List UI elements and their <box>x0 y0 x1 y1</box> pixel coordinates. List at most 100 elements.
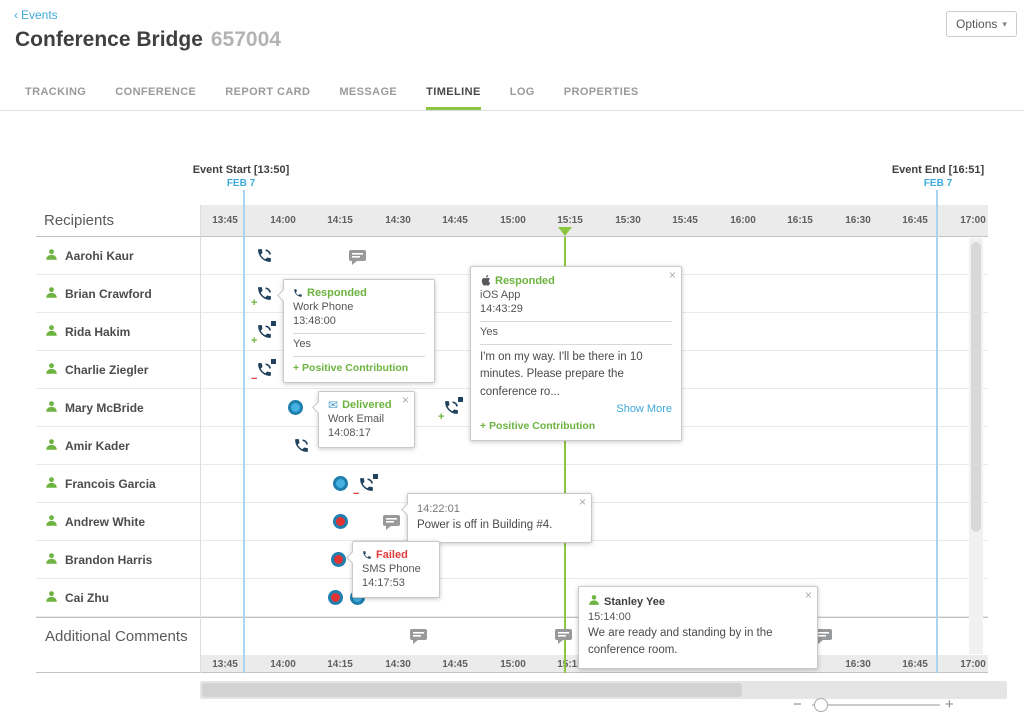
vertical-scrollbar[interactable] <box>969 238 983 654</box>
popup-status: Responded <box>307 287 367 299</box>
close-icon[interactable]: × <box>401 393 409 407</box>
zoom-slider-track[interactable] <box>812 704 940 706</box>
comment-event-icon[interactable] <box>409 628 428 644</box>
person-icon <box>588 594 600 609</box>
person-icon <box>45 286 58 302</box>
time-tick: 14:30 <box>385 659 411 670</box>
sms-failed-event-icon[interactable] <box>331 552 346 567</box>
call-event-icon[interactable]: + <box>251 285 273 309</box>
recipient-name[interactable]: Rida Hakim <box>36 313 200 350</box>
column-divider <box>200 205 201 673</box>
time-tick: 16:45 <box>902 659 928 670</box>
time-tick: 16:30 <box>845 659 871 670</box>
call-event-icon[interactable]: − <box>353 474 378 500</box>
call-event-icon[interactable]: − <box>251 359 276 385</box>
recipient-name[interactable]: Andrew White <box>36 503 200 540</box>
comment-event-icon[interactable] <box>554 628 573 644</box>
popup-status: Failed <box>376 549 408 561</box>
current-time-line <box>564 237 566 673</box>
tab-tracking[interactable]: TRACKING <box>25 86 87 98</box>
tab-log[interactable]: LOG <box>509 86 535 98</box>
call-event-icon[interactable] <box>293 437 310 454</box>
person-icon <box>45 552 58 568</box>
time-tick: 16:45 <box>902 215 928 226</box>
recipient-name-label: Aarohi Kaur <box>65 248 134 263</box>
tab-message[interactable]: MESSAGE <box>339 86 398 98</box>
time-tick: 16:00 <box>730 215 756 226</box>
popup-channel: Work Phone <box>293 301 354 313</box>
comment-event-icon[interactable] <box>814 628 833 644</box>
comment-popup-andrew: × 14:22:01 Power is off in Building #4. <box>401 493 592 544</box>
positive-badge: + <box>251 297 258 309</box>
popup-channel: Work Email <box>328 413 385 425</box>
zoom-in-button[interactable]: + <box>945 696 954 713</box>
voicemail-badge <box>373 474 378 479</box>
recipient-name[interactable]: Francois Garcia <box>36 465 200 502</box>
close-icon[interactable]: × <box>804 588 812 602</box>
close-icon[interactable]: × <box>578 495 586 509</box>
options-button[interactable]: Options ▾ <box>946 11 1017 37</box>
recipient-name[interactable]: Cai Zhu <box>36 579 200 616</box>
popup-time: 13:48:00 <box>293 315 425 334</box>
recipient-name[interactable]: Mary McBride <box>36 389 200 426</box>
tab-report-card[interactable]: REPORT CARD <box>225 86 311 98</box>
recipient-name[interactable]: Brandon Harris <box>36 541 200 578</box>
popup-time: 15:14:00 <box>588 611 631 623</box>
horizontal-scrollbar[interactable] <box>200 681 1007 699</box>
recipient-row: Cai Zhu <box>36 579 988 617</box>
popup-message: We are ready and standing by in the conf… <box>588 627 773 657</box>
time-tick: 14:00 <box>270 215 296 226</box>
recipient-name-label: Cai Zhu <box>65 590 109 605</box>
tab-bar: TRACKING CONFERENCE REPORT CARD MESSAGE … <box>0 83 1024 111</box>
tab-timeline[interactable]: TIMELINE <box>426 86 481 110</box>
close-icon[interactable]: × <box>668 268 676 282</box>
popup-contribution: + Positive Contribution <box>293 362 409 374</box>
voicemail-badge <box>458 397 463 402</box>
comment-event-icon[interactable] <box>348 249 367 265</box>
zoom-out-button[interactable]: − <box>793 696 802 713</box>
sms-failed-event-icon[interactable] <box>328 590 343 605</box>
show-more-link[interactable]: Show More <box>616 402 672 415</box>
time-tick: 14:45 <box>442 215 468 226</box>
breadcrumb[interactable]: ‹ Events <box>14 8 58 22</box>
additional-comments-row: Additional Comments <box>36 617 988 655</box>
tab-properties[interactable]: PROPERTIES <box>563 86 639 98</box>
tab-conference[interactable]: CONFERENCE <box>115 86 197 98</box>
response-popup-ios-app: × Responded iOS App 14:43:29 Yes I'm on … <box>470 266 682 441</box>
event-end-line <box>936 190 938 673</box>
vertical-scrollbar-thumb[interactable] <box>971 242 981 532</box>
popup-commenter-name: Stanley Yee <box>604 595 665 608</box>
event-title: Conference Bridge <box>15 28 203 51</box>
recipient-name-label: Amir Kader <box>65 438 130 453</box>
popup-time: 14:17:53 <box>362 577 405 589</box>
call-event-icon[interactable] <box>256 247 273 264</box>
comment-event-icon[interactable] <box>382 514 401 530</box>
recipient-name[interactable]: Brian Crawford <box>36 275 200 312</box>
call-event-icon[interactable]: + <box>438 397 463 423</box>
current-time-marker[interactable] <box>558 227 572 236</box>
zoom-slider-thumb[interactable] <box>814 698 828 712</box>
horizontal-scrollbar-thumb[interactable] <box>202 683 742 697</box>
popup-answer: Yes <box>293 338 425 357</box>
popup-channel: iOS App <box>480 289 521 301</box>
recipient-name-label: Andrew White <box>65 514 145 529</box>
time-tick: 14:00 <box>270 659 296 670</box>
sms-event-icon[interactable] <box>333 476 348 491</box>
event-end-date: FEB 7 <box>923 178 953 189</box>
apple-icon <box>480 274 491 287</box>
voicemail-badge <box>271 359 276 364</box>
recipient-name[interactable]: Aarohi Kaur <box>36 237 200 274</box>
recipient-name[interactable]: Amir Kader <box>36 427 200 464</box>
person-icon <box>45 248 58 264</box>
time-tick: 15:15 <box>557 215 583 226</box>
call-event-icon[interactable]: + <box>251 321 276 347</box>
popup-channel: SMS Phone <box>362 563 421 575</box>
breadcrumb-label: Events <box>21 8 58 22</box>
sms-failed-event-icon[interactable] <box>333 514 348 529</box>
recipient-name[interactable]: Charlie Ziegler <box>36 351 200 388</box>
email-event-icon[interactable] <box>288 400 303 415</box>
time-tick: 13:45 <box>212 659 238 670</box>
recipient-name-label: Francois Garcia <box>65 476 156 491</box>
time-tick: 14:45 <box>442 659 468 670</box>
